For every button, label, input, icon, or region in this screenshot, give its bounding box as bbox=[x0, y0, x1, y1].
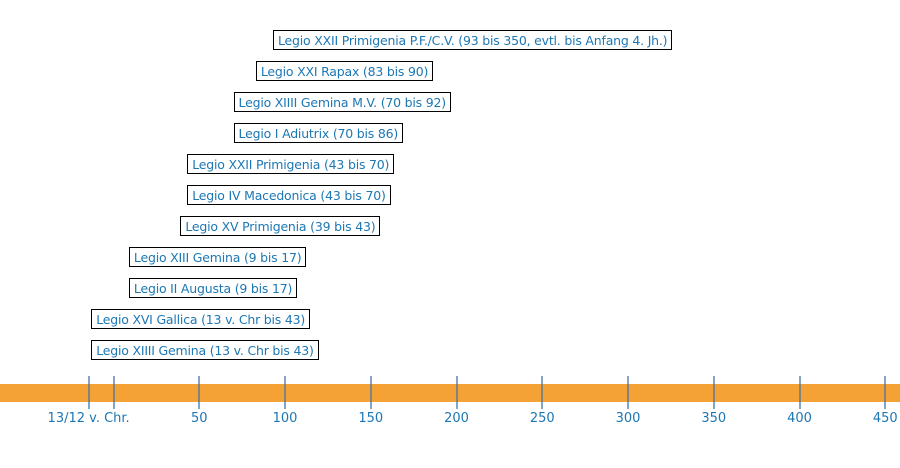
legion-box[interactable]: Legio XVI Gallica (13 v. Chr bis 43) bbox=[91, 309, 311, 329]
axis-tick bbox=[455, 376, 458, 409]
legion-box[interactable]: Legio II Augusta (9 bis 17) bbox=[128, 278, 298, 298]
legion-label: Legio I Adiutrix (70 bis 86) bbox=[238, 125, 399, 141]
legion-label: Legio XXII Primigenia (43 bis 70) bbox=[192, 156, 390, 172]
legion-label: Legio XXI Rapax (83 bis 90) bbox=[260, 63, 429, 79]
axis-tick bbox=[284, 376, 286, 409]
legion-label: Legio XIII Gemina (9 bis 17) bbox=[133, 249, 302, 265]
legion-label: Legio XIIII Gemina M.V. (70 bis 92) bbox=[238, 94, 447, 110]
legion-label: Legio II Augusta (9 bis 17) bbox=[133, 280, 293, 296]
axis-tick bbox=[884, 376, 887, 409]
axis-tick-label: 400 bbox=[787, 411, 812, 426]
axis-tick-label: 50 bbox=[190, 411, 208, 426]
legion-label: Legio XIIII Gemina (13 v. Chr bis 43) bbox=[96, 342, 314, 358]
legion-box[interactable]: Legio IV Macedonica (43 bis 70) bbox=[187, 185, 391, 205]
axis-tick bbox=[112, 376, 115, 409]
axis-tick-label: 300 bbox=[615, 411, 641, 426]
axis-tick bbox=[198, 376, 201, 409]
axis-tick-label: 250 bbox=[529, 411, 555, 426]
axis-tick bbox=[712, 376, 715, 409]
axis-tick-label: 13/12 v. Chr. bbox=[47, 411, 130, 426]
legion-label: Legio XVI Gallica (13 v. Chr bis 43) bbox=[96, 311, 306, 327]
axis-tick-label: 350 bbox=[701, 411, 727, 426]
legion-box[interactable]: Legio XXII Primigenia P.F./C.V. (93 bis … bbox=[272, 30, 673, 50]
legion-box[interactable]: Legio XV Primigenia (39 bis 43) bbox=[180, 216, 381, 236]
axis-tick bbox=[87, 376, 90, 409]
axis-tick bbox=[798, 376, 801, 409]
legion-box[interactable]: Legio XXII Primigenia (43 bis 70) bbox=[187, 154, 395, 174]
timeline-bar bbox=[0, 384, 900, 402]
legion-label: Legio XXII Primigenia P.F./C.V. (93 bis … bbox=[277, 32, 668, 48]
legion-label: Legio IV Macedonica (43 bis 70) bbox=[192, 187, 386, 203]
axis-tick bbox=[627, 376, 629, 409]
axis-tick bbox=[369, 376, 372, 409]
legion-box[interactable]: Legio XIIII Gemina (13 v. Chr bis 43) bbox=[91, 340, 319, 360]
axis-tick-label: 200 bbox=[444, 411, 469, 426]
legion-box[interactable]: Legio I Adiutrix (70 bis 86) bbox=[233, 123, 404, 143]
legion-box[interactable]: Legio XIII Gemina (9 bis 17) bbox=[128, 247, 307, 267]
legion-label: Legio XV Primigenia (39 bis 43) bbox=[185, 218, 376, 234]
axis-tick-label: 150 bbox=[358, 411, 384, 426]
axis-tick-label: 100 bbox=[272, 411, 298, 426]
axis-tick-label: 450 bbox=[872, 411, 898, 426]
legion-box[interactable]: Legio XIIII Gemina M.V. (70 bis 92) bbox=[233, 92, 451, 112]
legion-box[interactable]: Legio XXI Rapax (83 bis 90) bbox=[255, 61, 434, 81]
axis-tick bbox=[541, 376, 544, 409]
